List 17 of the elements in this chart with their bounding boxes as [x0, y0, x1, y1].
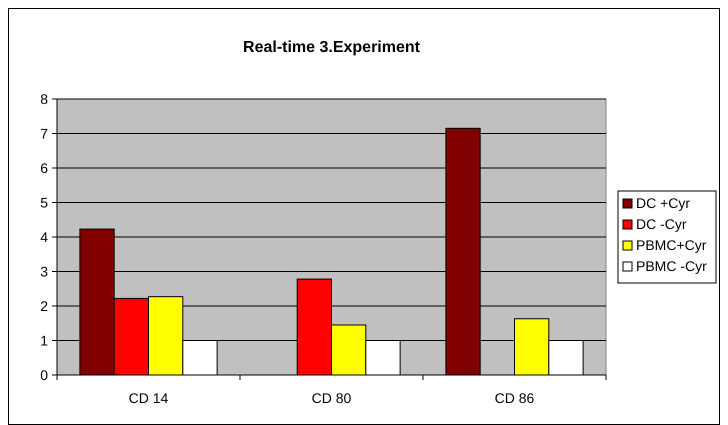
- y-tick-label: 8: [40, 90, 48, 107]
- legend-label: PBMC+Cyr: [636, 237, 707, 253]
- y-tick-label: 0: [40, 366, 48, 383]
- x-tick-label: CD 14: [128, 390, 169, 406]
- legend-label: DC -Cyr: [636, 216, 687, 232]
- chart-title: Real-time 3.Experiment: [243, 39, 421, 56]
- x-tick-label: CD 80: [312, 390, 352, 406]
- y-tick-label: 3: [40, 263, 48, 280]
- y-tick-label: 2: [40, 298, 48, 314]
- y-tick-label: 4: [40, 228, 48, 245]
- y-tick-label: 1: [40, 332, 48, 348]
- y-tick-label: 6: [40, 160, 48, 176]
- legend-label: DC +Cyr: [636, 195, 690, 211]
- legend-label: PBMC -Cyr: [636, 258, 708, 274]
- y-tick-label: 5: [40, 194, 48, 210]
- x-tick-label: CD 86: [494, 390, 535, 406]
- y-tick-label: 7: [40, 125, 48, 142]
